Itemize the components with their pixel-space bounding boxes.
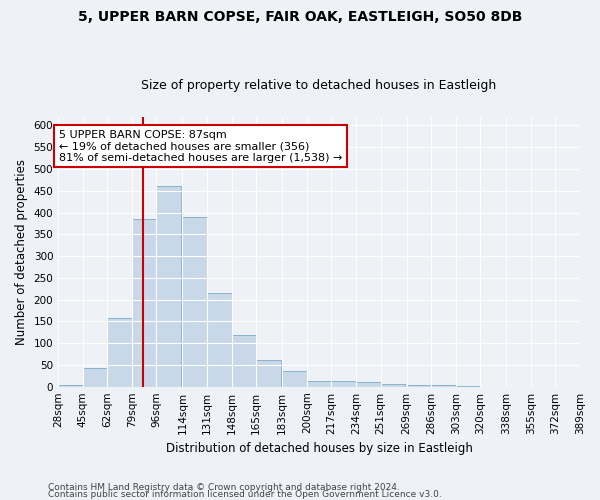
Text: Contains public sector information licensed under the Open Government Licence v3: Contains public sector information licen… xyxy=(48,490,442,499)
Text: Contains HM Land Registry data © Crown copyright and database right 2024.: Contains HM Land Registry data © Crown c… xyxy=(48,484,400,492)
Bar xyxy=(256,360,281,386)
Bar xyxy=(380,384,405,386)
Text: 5 UPPER BARN COPSE: 87sqm
← 19% of detached houses are smaller (356)
81% of semi: 5 UPPER BARN COPSE: 87sqm ← 19% of detac… xyxy=(59,130,342,163)
Bar xyxy=(157,186,181,386)
Bar xyxy=(207,293,232,386)
Bar xyxy=(83,368,107,386)
X-axis label: Distribution of detached houses by size in Eastleigh: Distribution of detached houses by size … xyxy=(166,442,473,455)
Bar xyxy=(407,384,431,386)
Bar xyxy=(132,219,157,386)
Bar xyxy=(232,336,256,386)
Bar xyxy=(182,217,207,386)
Bar xyxy=(307,380,331,386)
Bar xyxy=(331,380,356,386)
Bar xyxy=(282,372,307,386)
Title: Size of property relative to detached houses in Eastleigh: Size of property relative to detached ho… xyxy=(142,79,497,92)
Y-axis label: Number of detached properties: Number of detached properties xyxy=(15,158,28,344)
Bar xyxy=(107,318,132,386)
Bar xyxy=(356,382,380,386)
Text: 5, UPPER BARN COPSE, FAIR OAK, EASTLEIGH, SO50 8DB: 5, UPPER BARN COPSE, FAIR OAK, EASTLEIGH… xyxy=(78,10,522,24)
